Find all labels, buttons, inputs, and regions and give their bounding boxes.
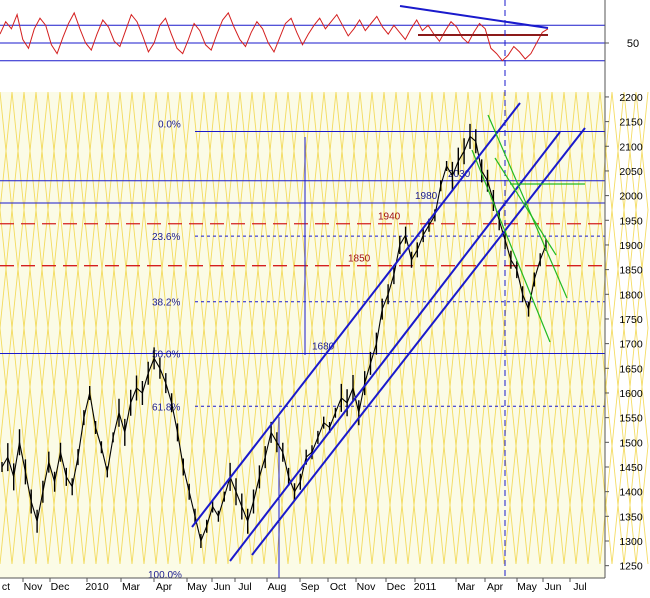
x-tick-label-12: Nov: [357, 581, 376, 593]
x-tick-label-5: Apr: [156, 581, 173, 593]
price-ytick-label-11: 1650: [619, 363, 643, 375]
channel-lower-line: [251, 127, 586, 556]
oscillator-series-line: [0, 11, 549, 62]
level-label-4: 23.6%: [152, 232, 180, 243]
x-tick-label-7: Jun: [214, 581, 231, 593]
price-ytick-label-7: 1850: [619, 265, 643, 277]
price-ytick-label-5: 1950: [619, 215, 643, 227]
price-ytick-label-19: 1250: [619, 561, 643, 573]
level-label-3: 1940: [378, 212, 401, 223]
level-label-9: 61.8%: [152, 402, 180, 413]
level-label-7: 1680: [312, 342, 335, 353]
level-label-6: 38.2%: [152, 298, 180, 309]
price-ytick-label-6: 1900: [619, 240, 643, 252]
x-tick-label-15: Mar: [457, 581, 476, 593]
price-ytick-label-8: 1800: [619, 289, 643, 301]
price-panel-background: [0, 92, 605, 578]
background-cycle-pattern: [0, 91, 649, 565]
price-series-line: [1, 135, 547, 543]
x-tick-label-13: Dec: [387, 581, 406, 593]
x-tick-label-10: Sep: [301, 581, 320, 593]
channel-upper-line: [191, 102, 521, 528]
level-label-10: 100.0%: [148, 570, 182, 581]
price-ytick-label-12: 1600: [619, 388, 643, 400]
x-tick-label-16: Apr: [487, 581, 504, 593]
price-ytick-label-0: 2200: [619, 92, 643, 104]
level-label-2: 1980: [415, 191, 438, 202]
x-tick-label-9: Aug: [268, 581, 287, 593]
falling-channel-mid-line: [494, 157, 557, 256]
x-tick-label-14: 2011: [414, 581, 437, 593]
price-ytick-label-16: 1400: [619, 487, 643, 499]
price-ytick-label-1: 2150: [619, 117, 643, 129]
osc-divergence-line: [399, 5, 549, 29]
x-tick-label-11: Oct: [330, 581, 346, 593]
price-ytick-label-17: 1350: [619, 511, 643, 523]
osc-ytick-label-0: 50: [627, 38, 639, 50]
price-ytick-label-18: 1300: [619, 536, 643, 548]
x-tick-label-17: May: [517, 581, 538, 593]
price-range-bars: [1, 123, 547, 548]
x-tick-label-2: Dec: [51, 581, 70, 593]
level-label-5: 1850: [348, 254, 371, 265]
channel-middle-line: [229, 131, 561, 562]
x-tick-label-1: Nov: [24, 581, 43, 593]
x-tick-label-4: Mar: [122, 581, 141, 593]
price-ytick-label-15: 1450: [619, 462, 643, 474]
x-tick-label-18: Jun: [545, 581, 562, 593]
price-ytick-label-14: 1500: [619, 437, 643, 449]
price-ytick-label-13: 1550: [619, 413, 643, 425]
falling-channel-upper-line: [487, 114, 568, 299]
x-tick-label-3: 2010: [85, 581, 109, 593]
price-ytick-label-10: 1700: [619, 339, 643, 351]
price-ytick-label-4: 2000: [619, 191, 643, 203]
price-ytick-label-9: 1750: [619, 314, 643, 326]
falling-channel-lower-line: [471, 149, 551, 343]
level-label-0: 0.0%: [158, 119, 181, 130]
x-tick-label-8: Jul: [238, 581, 251, 593]
price-ytick-label-2: 2100: [619, 141, 643, 153]
x-tick-label-19: Jul: [573, 581, 586, 593]
level-label-8: 50.0%: [152, 350, 180, 361]
x-tick-label-0: ct: [2, 581, 10, 593]
level-label-1: 2030: [448, 169, 471, 180]
price-ytick-label-3: 2050: [619, 166, 643, 178]
x-tick-label-6: May: [187, 581, 208, 593]
